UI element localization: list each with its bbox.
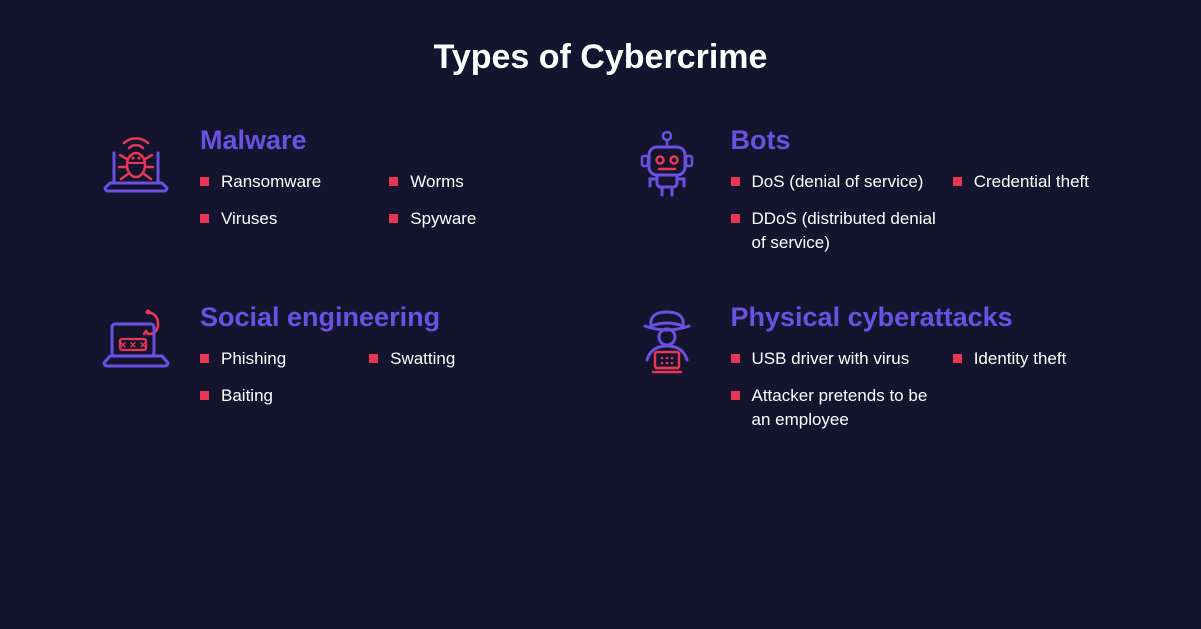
bullet-col: Ransomware Viruses [200, 170, 381, 231]
robot-icon [631, 125, 703, 199]
bullet-text: Ransomware [221, 170, 321, 195]
list-item: Swatting [369, 347, 570, 372]
list-item: DDoS (distributed denial of service) [731, 207, 945, 256]
card-body: Social engineering Phishing Baiting Swat… [200, 302, 571, 408]
list-item: Viruses [200, 207, 381, 232]
bullet-text: Baiting [221, 384, 273, 409]
bullet-square-icon [389, 214, 398, 223]
bullet-text: Credential theft [974, 170, 1089, 195]
bullet-square-icon [953, 354, 962, 363]
card-body: Bots DoS (denial of service) DDoS (distr… [731, 125, 1102, 256]
list-item: Phishing [200, 347, 361, 372]
list-item: Worms [389, 170, 570, 195]
list-item: Credential theft [953, 170, 1101, 195]
bullet-col: Phishing Baiting [200, 347, 361, 408]
bullet-square-icon [731, 177, 740, 186]
bullet-col: USB driver with virus Attacker pretends … [731, 347, 945, 433]
bullet-text: DoS (denial of service) [752, 170, 924, 195]
bullet-square-icon [200, 214, 209, 223]
bullet-square-icon [731, 391, 740, 400]
phishing-icon: ✕ ✕ ✕ [100, 302, 172, 376]
card-heading: Physical cyberattacks [731, 302, 1102, 333]
list-item: DoS (denial of service) [731, 170, 945, 195]
bullet-square-icon [389, 177, 398, 186]
card-body: Physical cyberattacks USB driver with vi… [731, 302, 1102, 433]
bullet-grid: Phishing Baiting Swatting [200, 347, 571, 408]
bullet-grid: Ransomware Viruses Worms Spyware [200, 170, 571, 231]
card-heading: Malware [200, 125, 571, 156]
card-malware: Malware Ransomware Viruses Worms Spyware [100, 125, 571, 256]
bullet-square-icon [369, 354, 378, 363]
bullet-square-icon [200, 354, 209, 363]
list-item: Attacker pretends to be an employee [731, 384, 945, 433]
card-heading: Social engineering [200, 302, 571, 333]
bullet-square-icon [200, 177, 209, 186]
list-item: Identity theft [953, 347, 1101, 372]
bullet-grid: USB driver with virus Attacker pretends … [731, 347, 1102, 433]
bullet-square-icon [731, 354, 740, 363]
bullet-text: USB driver with virus [752, 347, 910, 372]
bullet-text: Swatting [390, 347, 455, 372]
card-bots: Bots DoS (denial of service) DDoS (distr… [631, 125, 1102, 256]
bullet-col: Swatting [369, 347, 570, 408]
bullet-text: Identity theft [974, 347, 1067, 372]
card-social-engineering: ✕ ✕ ✕ Social engineering Phishing Baitin… [100, 302, 571, 433]
bullet-text: Attacker pretends to be an employee [752, 384, 945, 433]
infographic-root: Types of Cybercrime [0, 0, 1201, 463]
bullet-text: Viruses [221, 207, 277, 232]
bullet-col: Worms Spyware [389, 170, 570, 231]
bullet-square-icon [953, 177, 962, 186]
page-title: Types of Cybercrime [100, 38, 1101, 77]
bullet-text: Worms [410, 170, 464, 195]
svg-text:✕ ✕ ✕: ✕ ✕ ✕ [119, 340, 147, 350]
malware-icon [100, 125, 172, 199]
hacker-icon [631, 302, 703, 380]
bullet-square-icon [200, 391, 209, 400]
bullet-grid: DoS (denial of service) DDoS (distribute… [731, 170, 1102, 256]
card-body: Malware Ransomware Viruses Worms Spyware [200, 125, 571, 231]
bullet-col: Identity theft [953, 347, 1101, 433]
bullet-text: Phishing [221, 347, 286, 372]
list-item: Spyware [389, 207, 570, 232]
bullet-col: DoS (denial of service) DDoS (distribute… [731, 170, 945, 256]
bullet-square-icon [731, 214, 740, 223]
cards-grid: Malware Ransomware Viruses Worms Spyware [100, 125, 1101, 433]
bullet-text: DDoS (distributed denial of service) [752, 207, 945, 256]
list-item: Baiting [200, 384, 361, 409]
list-item: Ransomware [200, 170, 381, 195]
bullet-col: Credential theft [953, 170, 1101, 256]
card-physical-cyberattacks: Physical cyberattacks USB driver with vi… [631, 302, 1102, 433]
card-heading: Bots [731, 125, 1102, 156]
bullet-text: Spyware [410, 207, 476, 232]
list-item: USB driver with virus [731, 347, 945, 372]
